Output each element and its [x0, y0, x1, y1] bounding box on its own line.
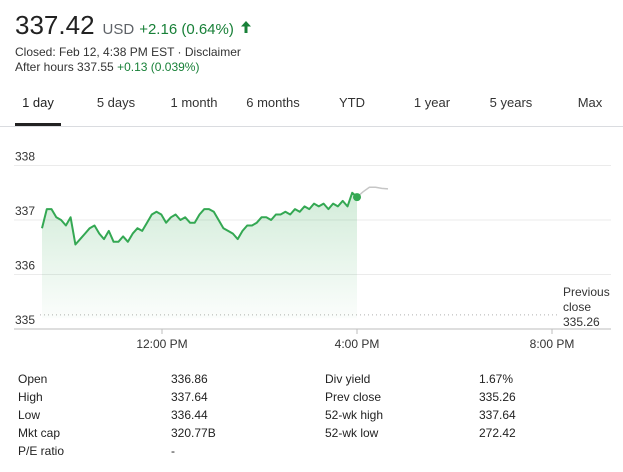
y-tick-label: 338 — [15, 150, 35, 164]
stat-value-mkt-cap: 320.77B — [171, 426, 216, 440]
stat-label-52wk-high: 52-wk high — [325, 408, 384, 422]
previous-close-value: 335.26 — [563, 315, 600, 329]
price-row: 337.42 USD +2.16 (0.64%) — [15, 10, 252, 41]
meta-separator: · — [174, 45, 185, 59]
after-hours: After hours 337.55 +0.13 (0.039%) — [15, 60, 252, 75]
stat-value-52wk-high: 337.64 — [479, 408, 516, 422]
stat-label-prev-close: Prev close — [325, 390, 382, 404]
last-price-dot — [353, 193, 361, 202]
quote-header: 337.42 USD +2.16 (0.64%) Closed: Feb 12,… — [15, 10, 252, 75]
stat-value-pe-ratio: - — [171, 444, 175, 458]
y-tick-label: 335 — [15, 313, 35, 327]
stat-label-open: Open — [18, 372, 48, 386]
price-line — [41, 191, 358, 246]
stat-value-low: 336.44 — [171, 408, 208, 422]
tab-1-month[interactable]: 1 month — [170, 95, 218, 110]
x-tick-label: 8:00 PM — [530, 337, 575, 351]
stat-label-low: Low — [18, 408, 41, 422]
tab-max[interactable]: Max — [577, 95, 603, 110]
after-hours-line — [356, 186, 389, 198]
stat-label-high: High — [18, 390, 43, 404]
tab-1-day[interactable]: 1 day — [15, 86, 61, 126]
disclaimer-link[interactable]: Disclaimer — [184, 45, 241, 59]
stat-label-div-yield: Div yield — [325, 372, 371, 386]
market-status: Closed: Feb 12, 4:38 PM EST · Disclaimer — [15, 45, 252, 60]
tab-6-months[interactable]: 6 months — [246, 95, 300, 110]
x-tick-label: 4:00 PM — [335, 337, 380, 351]
price-chart[interactable]: 338 337 336 335 12:00 PM 4:00 PM 8:00 PM Previo… — [0, 148, 623, 358]
stat-value-prev-close: 335.26 — [479, 390, 516, 404]
stat-label-mkt-cap: Mkt cap — [18, 426, 61, 440]
after-hours-label: After hours 337.55 — [15, 60, 114, 74]
stat-value-div-yield: 1.67% — [479, 372, 514, 386]
y-tick-label: 337 — [15, 204, 35, 218]
stat-label-pe-ratio: P/E ratio — [18, 444, 65, 458]
current-price: 337.42 — [15, 10, 95, 40]
price-area-fill — [42, 192, 357, 319]
tab-5-days[interactable]: 5 days — [96, 95, 136, 110]
stat-value-open: 336.86 — [171, 372, 208, 386]
tab-5-years[interactable]: 5 years — [489, 95, 533, 110]
after-hours-change: +0.13 (0.039%) — [117, 60, 200, 74]
stat-value-52wk-low: 272.42 — [479, 426, 516, 440]
currency-label: USD — [102, 21, 135, 38]
y-tick-label: 336 — [15, 259, 35, 273]
closed-text: Closed: Feb 12, 4:38 PM EST — [15, 45, 175, 59]
tab-1-year[interactable]: 1 year — [413, 95, 451, 110]
range-tabs: 1 day 5 days 1 month 6 months YTD 1 year… — [0, 86, 623, 127]
stat-label-52wk-low: 52-wk low — [325, 426, 379, 440]
tab-ytd[interactable]: YTD — [339, 95, 365, 110]
price-change: +2.16 (0.64%) — [139, 21, 234, 38]
stat-value-high: 337.64 — [171, 390, 208, 404]
previous-close-label: Previous — [563, 285, 610, 299]
x-tick-label: 12:00 PM — [136, 337, 187, 351]
previous-close-label: close — [563, 300, 591, 314]
arrow-up-icon — [240, 21, 251, 33]
